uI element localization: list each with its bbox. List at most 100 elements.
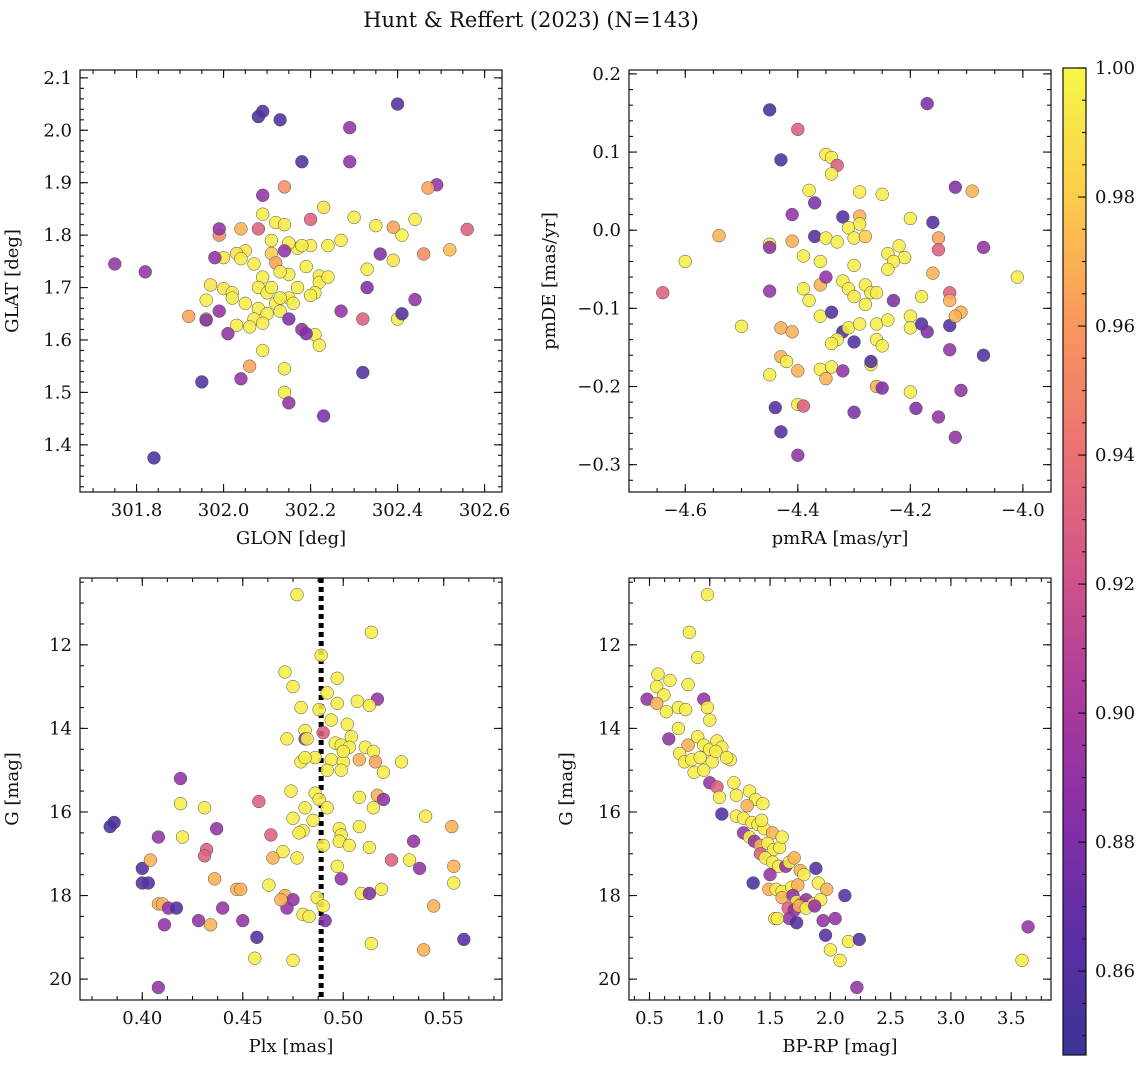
scatter-point (360, 262, 374, 276)
scatter-point (234, 222, 248, 236)
scatter-point (299, 259, 313, 274)
x-tick-label: 0.5 (635, 1008, 664, 1029)
y-tick-label: 20 (49, 969, 72, 990)
scatter-point (277, 362, 292, 376)
scatter-point (369, 219, 383, 233)
scatter-point (316, 409, 331, 423)
scatter-point (841, 934, 856, 949)
scatter-point (312, 792, 326, 807)
scatter-point (763, 240, 777, 255)
y-axis-label: G [mag] (2, 752, 23, 825)
scatter-point (212, 304, 226, 318)
scatter-point (295, 155, 309, 169)
scatter-point (395, 307, 409, 321)
scatter-point (813, 254, 827, 269)
scatter-point (286, 953, 300, 967)
scatter-point (173, 796, 188, 811)
scatter-point (824, 305, 839, 319)
scatter-point (248, 951, 262, 965)
scatter-point (290, 851, 304, 865)
x-tick-label: 0.45 (223, 1008, 263, 1029)
scatter-point (234, 882, 248, 896)
scatter-point (443, 243, 457, 257)
scatter-point (828, 911, 842, 926)
scatter-point (376, 765, 391, 779)
scatter-point (763, 284, 777, 298)
scatter-point (774, 321, 788, 335)
scatter-point (284, 784, 298, 798)
scatter-point (169, 901, 184, 915)
scatter-point (671, 721, 686, 736)
scatter-point (824, 336, 839, 351)
scatter-point (816, 913, 830, 928)
scatter-point (343, 121, 357, 135)
scatter-point (898, 250, 912, 265)
scatter-point (207, 872, 222, 886)
scatter-point (336, 744, 350, 759)
scatter-point (195, 375, 209, 389)
y-axis-label: pmDE [mas/yr] (539, 212, 560, 350)
scatter-point (314, 648, 328, 662)
scatter-point (838, 888, 852, 903)
colorbar-tick-label: 1.00 (1095, 58, 1135, 79)
x-tick-label: 1.0 (695, 1008, 724, 1029)
scatter-point (754, 813, 769, 827)
scatter-point (903, 309, 917, 323)
scatter-point (819, 270, 833, 284)
scatter-point (809, 861, 823, 876)
scatter-point (277, 244, 292, 258)
scatter-point (352, 790, 366, 805)
scatter-point (203, 278, 218, 292)
scatter-point (914, 289, 929, 304)
scatter-point (841, 221, 856, 235)
scatter-point (853, 185, 867, 199)
scatter-point (850, 980, 864, 995)
scatter-point (273, 291, 287, 305)
scatter-point (445, 819, 459, 834)
scatter-point (262, 878, 276, 892)
scatter-point (678, 254, 692, 269)
scatter-point (103, 819, 117, 834)
colorbar-tick-label: 0.98 (1095, 187, 1135, 208)
scatter-point (356, 312, 370, 326)
scatter-point (294, 700, 308, 715)
scatter-point (151, 830, 166, 844)
scatter-point (330, 859, 344, 873)
scatter-point (364, 625, 379, 639)
scatter-point (362, 698, 377, 713)
scatter-point (824, 360, 839, 374)
scatter-point (802, 293, 816, 308)
scatter-point (216, 901, 230, 915)
y-tick-label: 1.9 (43, 173, 72, 194)
scatter-point (280, 732, 294, 746)
y-tick-label: 1.4 (43, 435, 72, 456)
scatter-point (374, 882, 389, 896)
scatter-point (808, 229, 822, 244)
scatter-point (1021, 920, 1035, 934)
scatter-point (350, 694, 364, 708)
scatter-point (256, 104, 270, 119)
scatter-point (909, 401, 923, 416)
panel-plx-gmag: 0.40 0.45 0.50 0.55 12 14 16 18 20 Plx [mas] G [ma… (2, 577, 503, 1057)
scatter-point (852, 932, 866, 947)
colorbar-tick-label: 0.86 (1095, 961, 1135, 982)
scatter-point (295, 238, 309, 253)
x-tick-label: 302.6 (459, 500, 511, 521)
scatter-point (243, 359, 257, 373)
scatter-point (796, 249, 811, 263)
scatter-point (286, 811, 300, 825)
scatter-point (740, 799, 754, 813)
x-tick-label: 302.0 (198, 500, 250, 521)
colorbar-tick-label: 0.88 (1095, 832, 1135, 853)
scatter-point (417, 247, 431, 261)
scatter-point (364, 936, 379, 951)
scatter-point (460, 222, 474, 237)
scatter-point (362, 886, 377, 901)
x-tick-label: 2.0 (816, 1008, 845, 1029)
y-tick-label: 14 (49, 718, 72, 739)
scatter-point (282, 312, 296, 326)
scatter-point (943, 293, 957, 308)
y-tick-label: −0.3 (577, 455, 621, 476)
scatter-point (352, 753, 366, 767)
scatter-point (282, 396, 296, 410)
